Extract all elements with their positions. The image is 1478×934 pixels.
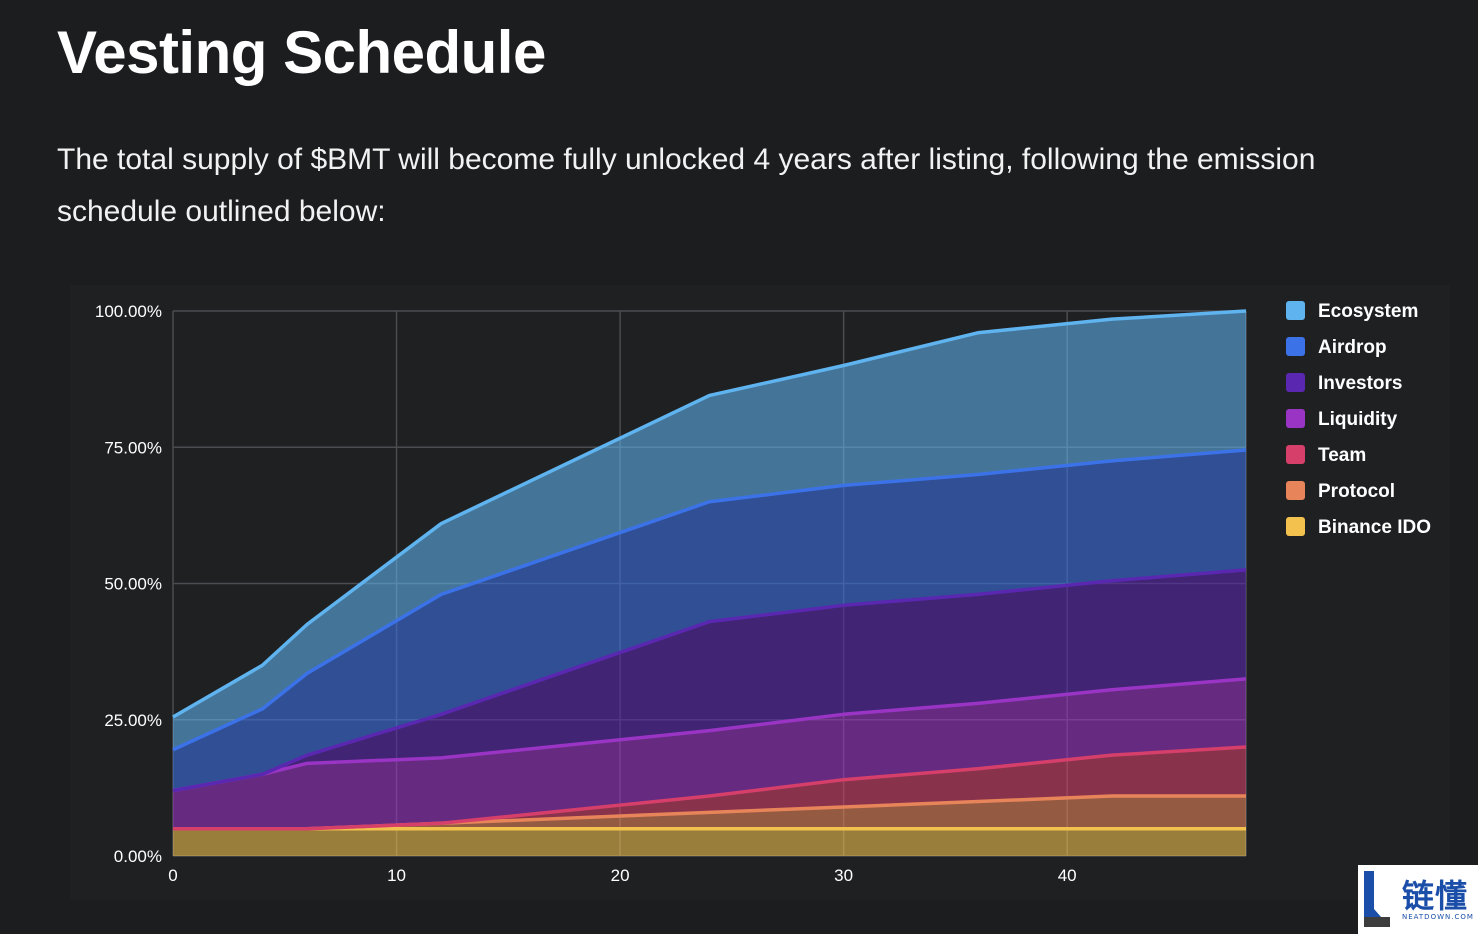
x-tick-label: 30 [834, 866, 853, 885]
line-airdrop [172, 448, 1247, 752]
line-team [173, 745, 1247, 831]
neatdown-logo-icon [1364, 871, 1390, 927]
legend-label: Ecosystem [1318, 301, 1418, 322]
x-tick-label: 10 [387, 866, 406, 885]
y-tick-label: 100.00% [95, 302, 162, 321]
watermark-subtext: NEATDOWN.COM [1402, 913, 1474, 921]
line-investors [172, 568, 1247, 793]
area-ecosystem [173, 311, 1246, 750]
axes: 0.00% 25.00% 50.00% 75.00% 100.00% 0 10 20 30 40 [95, 302, 1077, 885]
legend-swatch [1286, 337, 1305, 356]
watermark-badge: 链懂 NEATDOWN.COM [1358, 865, 1478, 934]
area-binance-ido [173, 828, 1246, 856]
legend: Ecosystem Airdrop Investors Liquidity Team Pr… [1286, 301, 1431, 538]
area-investors [173, 569, 1246, 791]
page-title: Vesting Schedule [57, 19, 546, 86]
x-tick-label: 40 [1058, 866, 1077, 885]
y-tick-label: 50.00% [104, 575, 162, 594]
y-tick-label: 0.00% [114, 847, 162, 866]
legend-swatch [1286, 445, 1305, 464]
legend-swatch [1286, 301, 1305, 320]
series-lines [172, 309, 1247, 831]
legend-label: Airdrop [1318, 337, 1387, 358]
area-liquidity [173, 678, 1246, 829]
intro-paragraph: The total supply of $BMT will become ful… [57, 143, 1316, 228]
line-ecosystem [172, 309, 1247, 719]
legend-label: Binance IDO [1318, 517, 1431, 538]
legend-label: Protocol [1318, 481, 1395, 502]
vesting-chart-svg: 0.00%25.00%50.00%75.00%100.00%0 10 20 30 40 … [95, 301, 1431, 885]
x-tick-label: 20 [611, 866, 630, 885]
y-tick-label: 25.00% [104, 711, 162, 730]
legend-label: Team [1318, 445, 1366, 466]
watermark-text: 链懂 [1402, 877, 1469, 915]
vesting-chart: 0.00% 25.00% 50.00% 75.00% 100.00% 0 10 20 30 40 … [70, 285, 1450, 900]
legend-label: Investors [1318, 373, 1402, 394]
x-tick-label: 0 [168, 866, 177, 885]
legend-swatch [1286, 409, 1305, 428]
legend-swatch [1286, 517, 1305, 536]
legend-label: Liquidity [1318, 409, 1398, 430]
y-tick-label: 75.00% [104, 438, 162, 457]
legend-swatch [1286, 481, 1305, 500]
legend-swatch [1286, 373, 1305, 392]
line-liquidity [172, 677, 1247, 793]
